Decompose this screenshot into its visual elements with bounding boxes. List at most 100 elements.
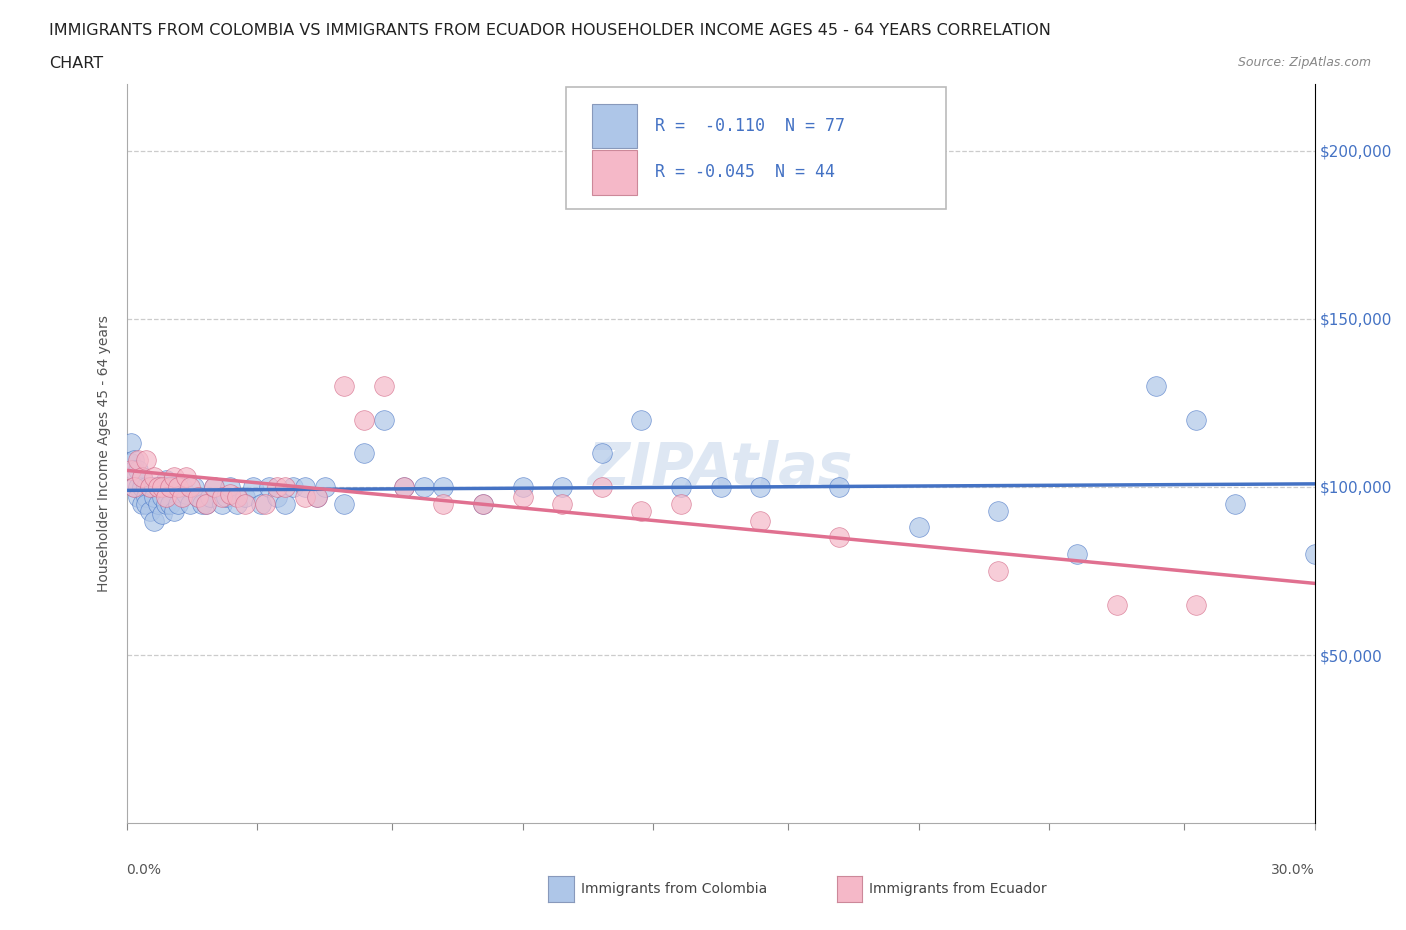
- Point: [294, 489, 316, 504]
- Point: [630, 412, 652, 427]
- Point: [159, 497, 181, 512]
- Point: [551, 480, 574, 495]
- Point: [143, 489, 166, 504]
- Point: [392, 480, 415, 495]
- Point: [135, 480, 157, 495]
- Point: [179, 480, 201, 495]
- Point: [233, 497, 256, 512]
- Point: [987, 564, 1010, 578]
- Point: [167, 480, 190, 495]
- Point: [432, 497, 454, 512]
- Point: [257, 480, 280, 495]
- Point: [1184, 597, 1206, 612]
- Text: Source: ZipAtlas.com: Source: ZipAtlas.com: [1237, 56, 1371, 69]
- Point: [143, 513, 166, 528]
- Point: [211, 497, 233, 512]
- Point: [202, 480, 225, 495]
- Text: 0.0%: 0.0%: [127, 863, 162, 877]
- Point: [155, 489, 177, 504]
- Point: [226, 497, 249, 512]
- Point: [1303, 547, 1326, 562]
- Point: [183, 480, 205, 495]
- Point: [120, 436, 142, 451]
- Point: [131, 480, 153, 495]
- Point: [591, 480, 613, 495]
- Point: [194, 497, 217, 512]
- Point: [155, 472, 177, 487]
- Point: [591, 446, 613, 461]
- Point: [333, 497, 356, 512]
- FancyBboxPatch shape: [592, 151, 637, 194]
- Point: [353, 446, 375, 461]
- Point: [512, 489, 534, 504]
- Point: [124, 480, 146, 495]
- Point: [150, 489, 173, 504]
- Point: [907, 520, 929, 535]
- FancyBboxPatch shape: [567, 87, 946, 209]
- Point: [135, 497, 157, 512]
- Text: Immigrants from Ecuador: Immigrants from Ecuador: [869, 882, 1046, 897]
- Text: CHART: CHART: [49, 56, 103, 71]
- Point: [218, 486, 240, 501]
- Point: [226, 489, 249, 504]
- Point: [1066, 547, 1088, 562]
- Point: [191, 497, 214, 512]
- Point: [412, 480, 434, 495]
- Point: [1105, 597, 1128, 612]
- Point: [124, 463, 146, 478]
- Point: [187, 489, 209, 504]
- Point: [187, 489, 209, 504]
- Point: [472, 497, 495, 512]
- Point: [250, 497, 273, 512]
- Point: [242, 480, 264, 495]
- Point: [709, 480, 731, 495]
- Point: [163, 503, 186, 518]
- Point: [131, 497, 153, 512]
- Point: [135, 453, 157, 468]
- Text: R =  -0.110  N = 77: R = -0.110 N = 77: [655, 117, 845, 135]
- Point: [314, 480, 336, 495]
- Point: [353, 412, 375, 427]
- Point: [218, 480, 240, 495]
- Point: [828, 480, 851, 495]
- Point: [828, 530, 851, 545]
- Point: [127, 463, 149, 478]
- Point: [669, 497, 692, 512]
- Point: [211, 489, 233, 504]
- Point: [254, 497, 277, 512]
- Point: [194, 497, 217, 512]
- Point: [163, 470, 186, 485]
- Point: [305, 489, 328, 504]
- Point: [148, 480, 170, 495]
- Point: [305, 489, 328, 504]
- Point: [167, 497, 190, 512]
- Point: [281, 480, 304, 495]
- Point: [124, 453, 146, 468]
- Point: [120, 456, 142, 471]
- Text: R = -0.045  N = 44: R = -0.045 N = 44: [655, 164, 835, 181]
- Point: [551, 497, 574, 512]
- Point: [179, 497, 201, 512]
- Point: [127, 480, 149, 495]
- Point: [174, 470, 197, 485]
- Point: [127, 453, 149, 468]
- Point: [139, 503, 162, 518]
- Point: [163, 480, 186, 495]
- Point: [749, 513, 772, 528]
- Point: [150, 507, 173, 522]
- Point: [174, 486, 197, 501]
- Point: [124, 480, 146, 495]
- Text: ZIPAtlas: ZIPAtlas: [588, 440, 853, 497]
- Point: [294, 480, 316, 495]
- Point: [266, 489, 288, 504]
- Text: Immigrants from Colombia: Immigrants from Colombia: [581, 882, 766, 897]
- Y-axis label: Householder Income Ages 45 - 64 years: Householder Income Ages 45 - 64 years: [97, 315, 111, 591]
- Point: [432, 480, 454, 495]
- Point: [333, 379, 356, 393]
- Point: [202, 480, 225, 495]
- Point: [135, 489, 157, 504]
- Point: [127, 489, 149, 504]
- Point: [1184, 412, 1206, 427]
- Point: [274, 480, 297, 495]
- Point: [170, 480, 193, 495]
